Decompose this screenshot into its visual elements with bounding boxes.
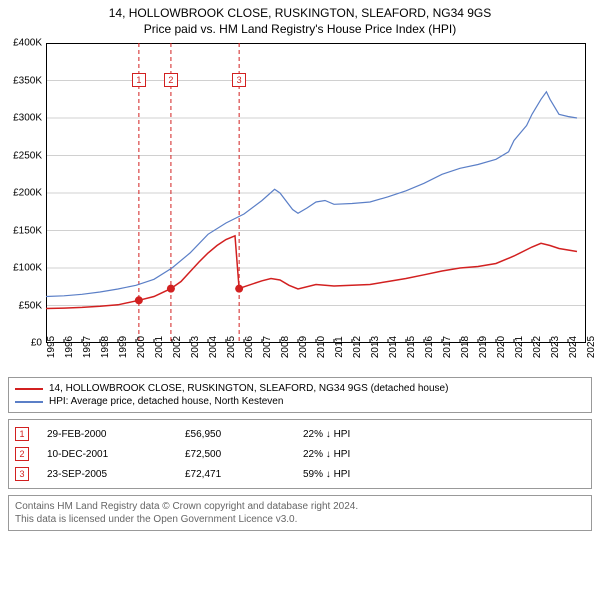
x-tick-label: 2025 [586, 336, 597, 358]
x-tick-label: 2022 [532, 336, 543, 358]
x-tick-label: 2008 [280, 336, 291, 358]
plot-area: £0£50K£100K£150K£200K£250K£300K£350K£400… [46, 43, 586, 343]
event-row: 2 10-DEC-2001 £72,500 22% ↓ HPI [15, 444, 585, 464]
legend-box: 14, HOLLOWBROOK CLOSE, RUSKINGTON, SLEAF… [8, 377, 592, 413]
legend-item: 14, HOLLOWBROOK CLOSE, RUSKINGTON, SLEAF… [15, 382, 585, 395]
footer-line-2: This data is licensed under the Open Gov… [15, 513, 585, 526]
event-price: £72,500 [185, 449, 285, 460]
chart-container: 14, HOLLOWBROOK CLOSE, RUSKINGTON, SLEAF… [0, 0, 600, 539]
event-date: 29-FEB-2000 [47, 429, 167, 440]
x-tick-label: 1995 [46, 336, 57, 358]
x-tick-label: 2001 [154, 336, 165, 358]
event-badge: 2 [15, 447, 29, 461]
legend-item: HPI: Average price, detached house, Nort… [15, 395, 585, 408]
x-tick-label: 2000 [136, 336, 147, 358]
x-tick-label: 2018 [460, 336, 471, 358]
y-tick-label: £250K [13, 150, 42, 161]
legend-label: 14, HOLLOWBROOK CLOSE, RUSKINGTON, SLEAF… [49, 383, 448, 394]
y-tick-label: £200K [13, 188, 42, 199]
x-tick-label: 1997 [82, 336, 93, 358]
legend-swatch [15, 388, 43, 390]
event-row: 1 29-FEB-2000 £56,950 22% ↓ HPI [15, 424, 585, 444]
x-tick-label: 2004 [208, 336, 219, 358]
event-price: £72,471 [185, 469, 285, 480]
x-tick-label: 2020 [496, 336, 507, 358]
event-date: 10-DEC-2001 [47, 449, 167, 460]
x-tick-label: 2017 [442, 336, 453, 358]
legend-swatch [15, 401, 43, 403]
event-marker: 1 [132, 73, 146, 87]
events-box: 1 29-FEB-2000 £56,950 22% ↓ HPI 2 10-DEC-2001… [8, 419, 592, 489]
legend-label: HPI: Average price, detached house, Nort… [49, 396, 283, 407]
event-date: 23-SEP-2005 [47, 469, 167, 480]
x-tick-label: 2013 [370, 336, 381, 358]
y-tick-label: £0 [31, 338, 42, 349]
event-marker: 2 [164, 73, 178, 87]
x-tick-label: 2014 [388, 336, 399, 358]
footer-box: Contains HM Land Registry data © Crown c… [8, 495, 592, 531]
x-tick-label: 2010 [316, 336, 327, 358]
footer-line-1: Contains HM Land Registry data © Crown c… [15, 500, 585, 513]
x-tick-label: 2011 [334, 336, 345, 358]
event-delta: 22% ↓ HPI [303, 429, 350, 440]
y-tick-label: £100K [13, 263, 42, 274]
x-tick-label: 2019 [478, 336, 489, 358]
x-tick-label: 2023 [550, 336, 561, 358]
event-badge: 3 [15, 467, 29, 481]
title-line-1: 14, HOLLOWBROOK CLOSE, RUSKINGTON, SLEAF… [8, 6, 592, 22]
x-tick-label: 2005 [226, 336, 237, 358]
x-tick-label: 1996 [64, 336, 75, 358]
x-tick-label: 2021 [514, 336, 525, 358]
x-tick-label: 1999 [118, 336, 129, 358]
x-tick-label: 2024 [568, 336, 579, 358]
x-tick-label: 1998 [100, 336, 111, 358]
x-tick-label: 2007 [262, 336, 273, 358]
event-marker: 3 [232, 73, 246, 87]
event-row: 3 23-SEP-2005 £72,471 59% ↓ HPI [15, 464, 585, 484]
x-tick-label: 2009 [298, 336, 309, 358]
x-tick-label: 2006 [244, 336, 255, 358]
x-tick-label: 2012 [352, 336, 363, 358]
x-tick-label: 2003 [190, 336, 201, 358]
title-line-2: Price paid vs. HM Land Registry's House … [8, 22, 592, 38]
y-tick-label: £400K [13, 38, 42, 49]
event-delta: 59% ↓ HPI [303, 469, 350, 480]
x-tick-label: 2002 [172, 336, 183, 358]
y-tick-label: £300K [13, 113, 42, 124]
x-tick-label: 2015 [406, 336, 417, 358]
x-tick-label: 2016 [424, 336, 435, 358]
y-tick-label: £150K [13, 225, 42, 236]
chart-svg [46, 43, 586, 343]
event-price: £56,950 [185, 429, 285, 440]
event-badge: 1 [15, 427, 29, 441]
y-tick-label: £50K [19, 300, 42, 311]
event-delta: 22% ↓ HPI [303, 449, 350, 460]
y-tick-label: £350K [13, 75, 42, 86]
